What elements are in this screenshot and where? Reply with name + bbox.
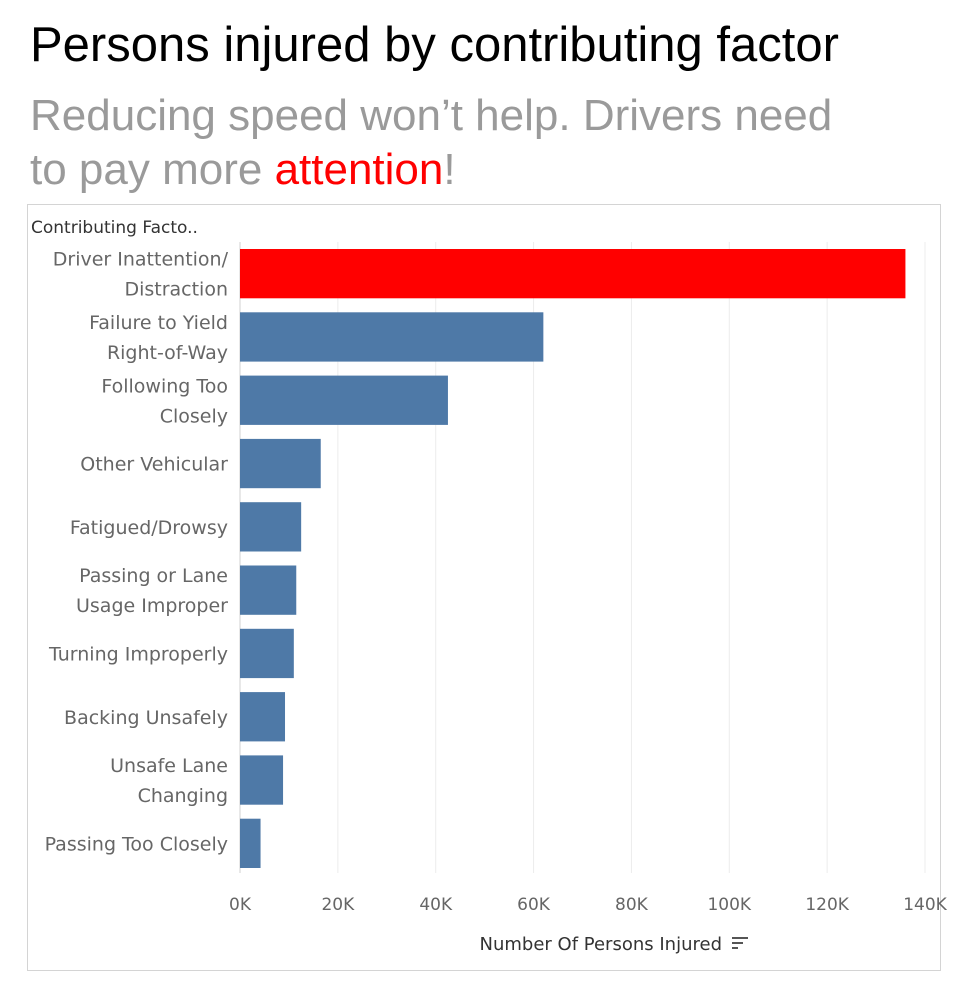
x-tick-label: 120K (805, 895, 849, 915)
chart-title: Persons injured by contributing factor (30, 18, 839, 72)
category-label: Passing or Lane (79, 565, 228, 587)
category-label: Usage Improper (76, 595, 228, 617)
category-label: Unsafe Lane (110, 755, 228, 777)
x-tick-label: 60K (517, 895, 551, 915)
chart-frame (27, 204, 941, 971)
category-label: Fatigued/Drowsy (70, 517, 228, 539)
x-tick-label: 100K (707, 895, 751, 915)
category-label: Distraction (124, 279, 228, 301)
bars (240, 249, 906, 868)
x-tick-label: 0K (229, 895, 252, 915)
row-header[interactable]: Contributing Facto.. (31, 218, 198, 238)
category-label: Driver Inattention/ (53, 249, 229, 271)
bar[interactable] (240, 628, 294, 679)
bar[interactable] (240, 818, 261, 868)
x-axis-title[interactable]: Number Of Persons Injured (480, 934, 722, 955)
bar[interactable] (240, 502, 302, 552)
x-tick-label: 140K (903, 895, 947, 915)
bar[interactable] (240, 375, 448, 425)
category-label: Backing Unsafely (64, 707, 228, 729)
bar[interactable] (240, 565, 297, 615)
x-tick-label: 20K (321, 895, 355, 915)
category-label: Failure to Yield (89, 312, 228, 334)
category-labels: Driver Inattention/Distraction Failure to… (45, 249, 229, 856)
bar[interactable] (240, 249, 906, 299)
category-label: Passing Too Closely (45, 833, 228, 855)
subtitle-exclamation: ! (443, 145, 456, 194)
subtitle-line-2: to pay more attention! (30, 143, 930, 197)
sort-descending-icon[interactable] (732, 935, 750, 951)
category-label: Closely (160, 405, 228, 427)
category-label: Right-of-Way (107, 342, 228, 364)
chart-subtitle: Reducing speed won’t help. Drivers need … (30, 89, 930, 197)
bar[interactable] (240, 438, 321, 489)
category-label: Other Vehicular (80, 454, 228, 476)
bar[interactable] (240, 755, 284, 805)
x-axis-ticks: 0K 20K 40K 60K 80K 100K 120K 140K (229, 895, 948, 915)
subtitle-line-1: Reducing speed won’t help. Drivers need (30, 91, 833, 140)
x-tick-label: 40K (419, 895, 453, 915)
subtitle-text: to pay more (30, 145, 275, 194)
category-label: Turning Improperly (48, 643, 228, 665)
category-label: Changing (138, 785, 228, 807)
bar[interactable] (240, 692, 286, 742)
bar[interactable] (240, 312, 544, 362)
x-tick-label: 80K (615, 895, 649, 915)
subtitle-highlight: attention (274, 145, 444, 194)
category-label: Following Too (101, 375, 228, 397)
